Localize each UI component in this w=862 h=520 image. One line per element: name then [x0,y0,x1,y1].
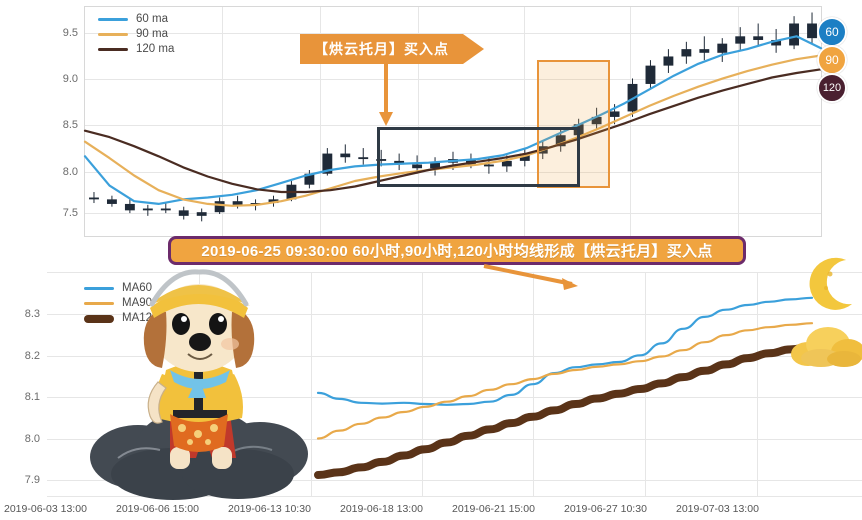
x-tick-3: 2019-06-18 13:00 [340,503,423,515]
signal-banner-text: 2019-06-25 09:30:00 60小时,90小时,120小时均线形成【… [201,243,713,260]
gridline [757,272,758,496]
legend-item-ma60: MA60 [84,281,158,296]
x-tick-6: 2019-07-03 13:00 [676,503,759,515]
bottom-y-tick-2: 8.1 [24,391,40,403]
bottom-y-tick-1: 8.2 [24,350,40,362]
badge-ma90-label: 90 [825,53,839,67]
buy-point-callout: 【烘云托月】买入点 [300,34,484,64]
bottom-y-tick-4: 7.9 [24,474,40,486]
bottom-chart-panel [47,272,862,497]
x-tick-2: 2019-06-13 10:30 [228,503,311,515]
gridline [47,314,862,315]
badge-ma120: 120 [817,73,847,103]
legend-label-60ma: 60 ma [136,13,168,25]
legend-swatch-120ma [98,48,128,51]
legend-item-120ma: 120 ma [98,42,174,57]
gridline [738,7,739,236]
legend-item-ma120: MA120 [84,311,158,326]
legend-item-90ma: 90 ma [98,27,174,42]
legend-label-ma90: MA90 [122,297,153,309]
x-tick-0: 2019-06-03 13:00 [4,503,87,515]
x-tick-4: 2019-06-21 15:00 [452,503,535,515]
gridline [85,33,821,34]
bottom-chart-legend: MA60 MA90 MA120 [84,281,158,326]
top-y-tick-2: 8.5 [62,119,78,131]
legend-label-120ma: 120 ma [136,43,175,55]
gridline [524,7,525,236]
top-y-tick-0: 9.5 [62,27,78,39]
bottom-y-tick-3: 8.0 [24,433,40,445]
top-chart-legend: 60 ma 90 ma 120 ma [98,12,174,57]
legend-swatch-90ma [98,33,128,36]
x-tick-5: 2019-06-27 10:30 [564,503,647,515]
signal-banner: 2019-06-25 09:30:00 60小时,90小时,120小时均线形成【… [168,236,746,265]
top-y-tick-4: 7.5 [62,207,78,219]
legend-label-ma60: MA60 [122,282,153,294]
legend-item-ma90: MA90 [84,296,158,311]
gridline [47,272,862,273]
legend-swatch-60ma [98,18,128,21]
gridline [47,397,862,398]
legend-swatch-ma90 [84,302,114,305]
top-y-tick-1: 9.0 [62,73,78,85]
x-tick-1: 2019-06-06 15:00 [116,503,199,515]
gridline [85,79,821,80]
gridline [222,7,223,236]
badge-ma90: 90 [817,45,847,75]
badge-ma120-label: 120 [822,82,842,94]
gridline [645,272,646,496]
gridline [47,356,862,357]
legend-label-ma120: MA120 [122,312,159,324]
gridline [199,272,200,496]
gridline [47,480,862,481]
gridline [311,272,312,496]
bottom-y-tick-0: 8.3 [24,308,40,320]
legend-swatch-ma120 [84,314,114,323]
legend-swatch-ma60 [84,287,114,290]
gridline [47,439,862,440]
gridline [533,272,534,496]
gridline [85,213,821,214]
gridline [47,496,862,497]
badge-ma60-label: 60 [825,25,839,39]
legend-label-90ma: 90 ma [136,28,168,40]
gridline [630,7,631,236]
badge-ma60: 60 [817,17,847,47]
buy-point-callout-label: 【烘云托月】买入点 [314,41,449,57]
top-y-tick-3: 8.0 [62,166,78,178]
pattern-outline-box [377,127,580,187]
highlight-region-box [537,60,610,188]
gridline [422,272,423,496]
legend-item-60ma: 60 ma [98,12,174,27]
gridline [85,125,821,126]
